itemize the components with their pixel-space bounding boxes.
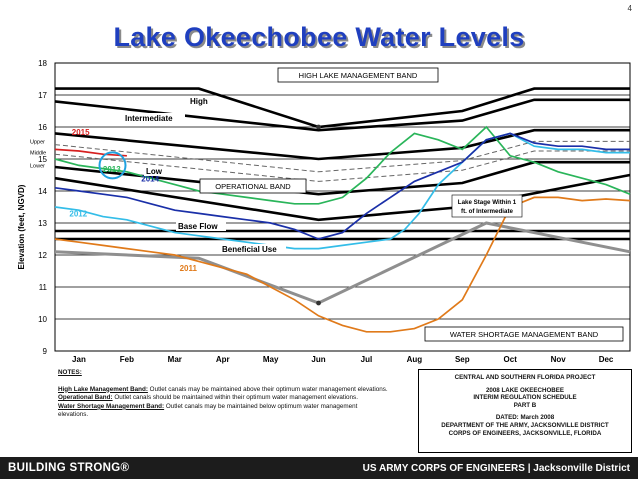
- y-tick-label: 13: [38, 219, 47, 228]
- high-lake-band-label-box: [277, 67, 439, 83]
- y-tick-label: 12: [38, 251, 47, 260]
- notes-panel: NOTES: High Lake Management Band: Outlet…: [58, 369, 388, 420]
- beneficial-use-label: Beneficial Use: [222, 245, 277, 254]
- water-shortage-band-label-box: [424, 326, 624, 342]
- series-line-2011: [54, 196, 631, 333]
- intermediate-label: Intermediate: [125, 114, 173, 123]
- schedule-line-high: [54, 98, 630, 132]
- schedule-line-upper: [54, 140, 630, 173]
- schedule-line-top: [55, 87, 630, 129]
- series-label: 2014: [141, 174, 159, 183]
- schedule-vertex-marker: [316, 124, 321, 130]
- x-tick-label: Mar: [168, 355, 182, 364]
- lake-stage-note-box: [451, 194, 523, 218]
- project-line: 2008 LAKE OKEECHOBEE: [485, 386, 565, 394]
- x-tick-label: Oct: [504, 355, 518, 364]
- notes-heading: NOTES:: [58, 369, 82, 376]
- low-label-bg: [144, 166, 166, 176]
- intermediate-label-bg: [123, 113, 185, 123]
- footer-organization: US ARMY CORPS OF ENGINEERS | Jacksonvill…: [362, 463, 630, 474]
- project-info-box: CENTRAL AND SOUTHERN FLORIDA PROJECT 200…: [418, 369, 632, 453]
- high-label: High: [190, 97, 208, 106]
- series-label: 2012: [69, 210, 87, 219]
- footer-slogan: BUILDING STRONG®: [8, 462, 130, 474]
- schedule-vertex-marker: [316, 300, 321, 306]
- project-line: CENTRAL AND SOUTHERN FLORIDA PROJECT: [454, 374, 596, 381]
- operational-band-label: OPERATIONAL BAND: [215, 182, 291, 191]
- y-tick-label: 17: [38, 91, 47, 100]
- note-operational: Operational Band: Outlet canals should b…: [58, 394, 358, 402]
- y-tick-label: 18: [38, 59, 47, 68]
- x-tick-label: Sep: [455, 355, 470, 364]
- highlight-circle: [98, 151, 127, 180]
- lake-stage-note: ft. of Intermediate: [461, 208, 513, 215]
- y-tick-label: 15: [38, 155, 47, 164]
- y-tick-label: 11: [39, 283, 48, 292]
- y-tick-label: 16: [38, 123, 47, 132]
- page-title: Lake Okeechobee Water Levels: [113, 22, 525, 52]
- y-tick-label: 14: [38, 187, 47, 196]
- x-tick-label: Jun: [311, 355, 325, 364]
- plot-area: [54, 62, 631, 352]
- series-line-2012: [54, 132, 630, 250]
- x-tick-label: Jan: [72, 355, 86, 364]
- series-label: 2013: [103, 165, 121, 174]
- page-number: 4: [627, 4, 632, 13]
- project-line: INTERIM REGULATION SCHEDULE: [473, 394, 577, 402]
- project-date: DATED: March 2008: [495, 414, 555, 422]
- x-tick-label: May: [263, 355, 279, 364]
- footer-bar: BUILDING STRONG® US ARMY CORPS OF ENGINE…: [0, 457, 638, 479]
- y-tick-label: 10: [38, 315, 47, 324]
- x-tick-label: Aug: [407, 355, 423, 364]
- high-lake-band-label: HIGH LAKE MANAGEMENT BAND: [299, 71, 418, 80]
- series-line-2015: [54, 148, 127, 157]
- y-axis-label: Elevation (feet, NGVD): [17, 184, 26, 269]
- x-tick-label: Dec: [599, 355, 614, 364]
- high-label-bg: [188, 96, 212, 106]
- project-line: CORPS OF ENGINEERS, JACKSONVILLE, FLORID…: [448, 429, 602, 437]
- water-shortage-band-label: WATER SHORTAGE MANAGEMENT BAND: [450, 330, 599, 339]
- note-water-shortage: Water Shortage Management Band: Outlet c…: [58, 402, 358, 419]
- x-tick-label: Feb: [120, 355, 134, 364]
- project-line: PART B: [513, 401, 537, 409]
- base-flow-label-bg: [176, 221, 226, 231]
- base-flow-label: Base Flow: [178, 222, 218, 231]
- series-line-2013: [54, 125, 631, 205]
- series-label: 2015: [72, 128, 90, 137]
- sub-band-label: Upper: [30, 139, 45, 145]
- lake-stage-note: Lake Stage Within 1: [458, 199, 517, 206]
- series-label: 2011: [180, 264, 198, 273]
- sub-band-label: Lower: [30, 163, 45, 169]
- note-high-lake: High Lake Management Band: Outlet canals…: [58, 385, 388, 393]
- beneficial-use-label-bg: [220, 244, 286, 254]
- series-line-2014: [54, 132, 630, 240]
- x-tick-label: Apr: [216, 355, 230, 364]
- low-label: Low: [146, 167, 163, 176]
- x-tick-label: Jul: [361, 355, 373, 364]
- schedule-line-intermediate: [54, 128, 630, 161]
- schedule-line-base-flow: [54, 173, 631, 222]
- y-tick-label: 9: [43, 347, 48, 356]
- operational-band-label-box: [199, 178, 307, 194]
- project-line: DEPARTMENT OF THE ARMY, JACKSONVILLE DIS…: [441, 421, 609, 429]
- x-tick-label: Nov: [551, 355, 567, 364]
- sub-band-label: Middle: [30, 151, 46, 157]
- schedule-line-middle: [54, 150, 630, 182]
